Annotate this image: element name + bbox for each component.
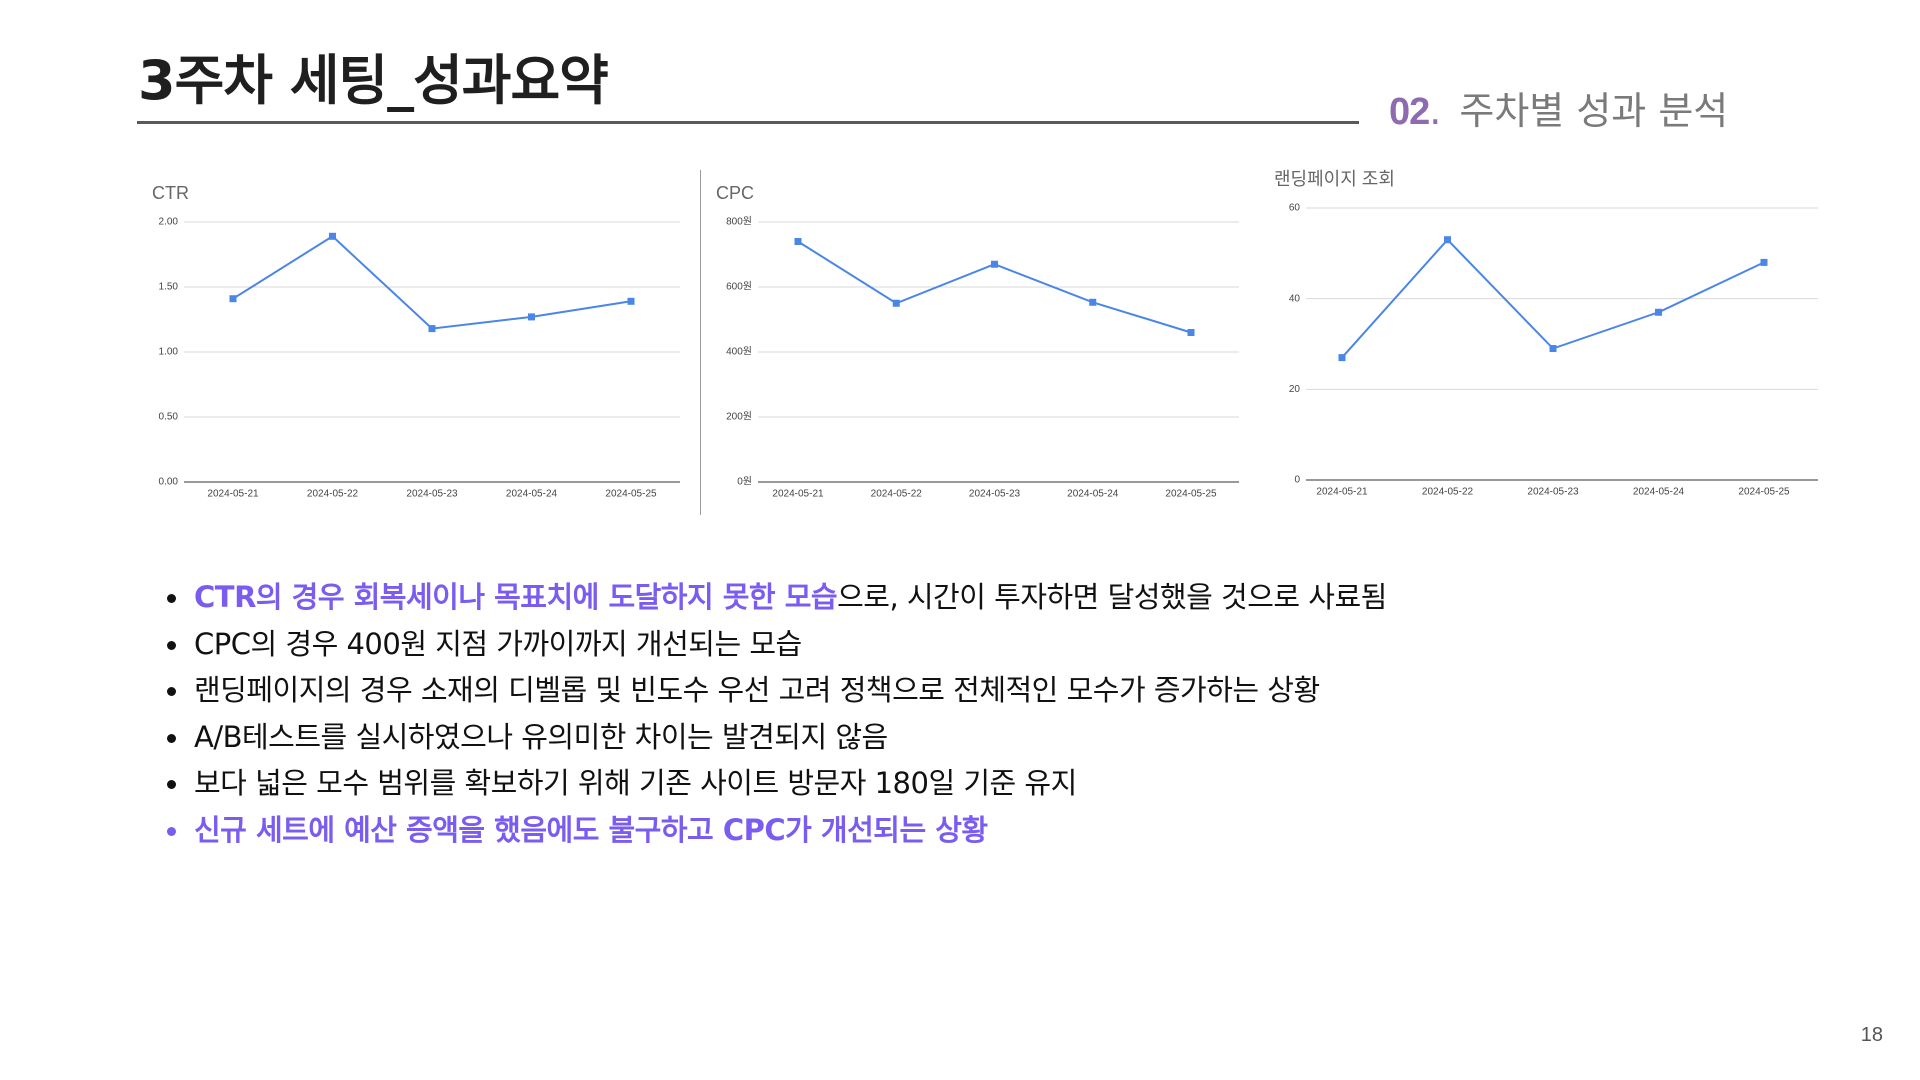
data-point <box>1444 236 1451 244</box>
x-tick-label: 2024-05-23 <box>969 489 1021 500</box>
ctr-line-chart: CTR 0.00 0.50 1.00 1.50 2.00 2024-05-21 2024-05… <box>152 183 680 500</box>
y-tick-label: 40 <box>1289 293 1301 304</box>
data-point <box>1338 354 1346 362</box>
data-point <box>1760 258 1768 266</box>
data-point <box>229 295 237 303</box>
y-tick-label: 400원 <box>726 346 752 358</box>
x-tick-label: 2024-05-24 <box>506 489 558 500</box>
y-tick-label: 0원 <box>737 476 752 488</box>
page-number: 18 <box>1860 1024 1883 1046</box>
x-tick-label: 2024-05-21 <box>772 489 824 500</box>
bullet-text: A/B테스트를 실시하였으나 유의미한 차이는 발견되지 않음 <box>194 719 888 754</box>
x-tick-label: 2024-05-25 <box>1165 489 1217 500</box>
bullet-text: 으로, 시간이 투자하면 달성했을 것으로 사료됨 <box>837 580 1387 614</box>
data-point <box>794 238 802 245</box>
bullet-highlight: CTR의 경우 회복세이나 목표치에 도달하지 못한 모습 <box>194 580 838 614</box>
page-title: 3주차 세팅_성과요약 <box>138 49 609 112</box>
y-tick-label: 2.00 <box>159 217 179 228</box>
section-dot: . <box>1429 89 1442 133</box>
section-label: 02. 주차별 성과 분석 <box>1389 80 1728 135</box>
y-tick-label: 200원 <box>726 411 752 423</box>
cpc-line-chart: CPC 0원 200원 400원 600원 800원 2024-05-21 2024-05-2… <box>716 183 1239 500</box>
bullet-highlight: 신규 세트에 예산 증액을 했음에도 불구하고 CPC가 개선되는 상황 <box>194 812 988 847</box>
bullet-dot <box>167 640 176 650</box>
y-tick-label: 1.50 <box>159 282 179 293</box>
bullet-item-ctr: CTR의 경우 회복세이나 목표치에 도달하지 못한 모습으로, 시간이 투자하… <box>163 574 1387 621</box>
y-tick-label: 0.00 <box>159 477 179 488</box>
y-tick-label: 20 <box>1289 384 1301 395</box>
summary-bullet-list: CTR의 경우 회복세이나 목표치에 도달하지 못한 모습으로, 시간이 투자하… <box>163 574 1387 853</box>
bullet-text: 랜딩페이지의 경우 소재의 디벨롭 및 빈도수 우선 고려 정책으로 전체적인 … <box>194 673 1320 707</box>
bullet-text: CPC의 경우 400원 지점 가까이까지 개선되는 모습 <box>194 626 802 661</box>
chart-title: CTR <box>152 183 189 203</box>
y-tick-label: 600원 <box>726 281 752 293</box>
x-tick-label: 2024-05-24 <box>1067 489 1119 500</box>
data-point <box>428 325 436 333</box>
bullet-dot <box>167 826 176 836</box>
data-point <box>329 232 336 240</box>
bullet-dot <box>167 780 176 789</box>
data-point <box>1187 329 1195 336</box>
chart-panel-divider <box>700 170 701 515</box>
series-line <box>232 235 632 330</box>
y-tick-label: 800원 <box>726 216 752 228</box>
bullet-dot <box>167 594 176 603</box>
chart-title: CPC <box>716 183 754 203</box>
x-tick-label: 2024-05-23 <box>406 489 458 500</box>
bullet-item-audience-range: 보다 넓은 모수 범위를 확보하기 위해 기존 사이트 방문자 180일 기준 … <box>163 760 1387 807</box>
x-tick-label: 2024-05-23 <box>1527 487 1579 498</box>
data-point <box>528 313 535 321</box>
data-point <box>1089 298 1097 306</box>
data-point <box>627 297 635 305</box>
x-tick-label: 2024-05-24 <box>1633 487 1685 498</box>
bullet-item-ab-test: A/B테스트를 실시하였으나 유의미한 차이는 발견되지 않음 <box>163 714 1387 761</box>
section-title: 주차별 성과 분석 <box>1459 89 1729 133</box>
data-point <box>1549 345 1557 353</box>
bullet-dot <box>167 687 176 696</box>
y-tick-label: 0.50 <box>159 412 179 423</box>
bullet-dot <box>167 733 176 743</box>
x-tick-label: 2024-05-25 <box>1738 487 1790 498</box>
chart-title: 랜딩페이지 조회 <box>1274 169 1395 189</box>
bullet-item-landing-page: 랜딩페이지의 경우 소재의 디벨롭 및 빈도수 우선 고려 정책으로 전체적인 … <box>163 667 1387 714</box>
section-number: 02 <box>1389 91 1430 133</box>
landing-page-views-line-chart: 랜딩페이지 조회 0 20 40 60 2024-05-21 2024-05-22 2024-… <box>1274 169 1818 498</box>
x-tick-label: 2024-05-22 <box>871 489 923 500</box>
data-point <box>991 260 998 268</box>
x-tick-label: 2024-05-21 <box>1316 487 1368 498</box>
title-divider <box>137 121 1359 124</box>
bullet-text: 보다 넓은 모수 범위를 확보하기 위해 기존 사이트 방문자 180일 기준 … <box>194 766 1077 800</box>
x-tick-label: 2024-05-22 <box>307 489 359 500</box>
data-point <box>892 299 900 307</box>
y-tick-label: 60 <box>1289 203 1301 214</box>
y-tick-label: 1.00 <box>159 347 179 358</box>
y-tick-label: 0 <box>1294 475 1300 486</box>
x-tick-label: 2024-05-21 <box>207 489 259 500</box>
bullet-item-cpc: CPC의 경우 400원 지점 가까이까지 개선되는 모습 <box>163 621 1387 668</box>
bullet-item-budget: 신규 세트에 예산 증액을 했음에도 불구하고 CPC가 개선되는 상황 <box>163 807 1387 854</box>
data-point <box>1655 308 1662 316</box>
x-tick-label: 2024-05-22 <box>1422 487 1474 498</box>
x-tick-label: 2024-05-25 <box>605 489 657 500</box>
